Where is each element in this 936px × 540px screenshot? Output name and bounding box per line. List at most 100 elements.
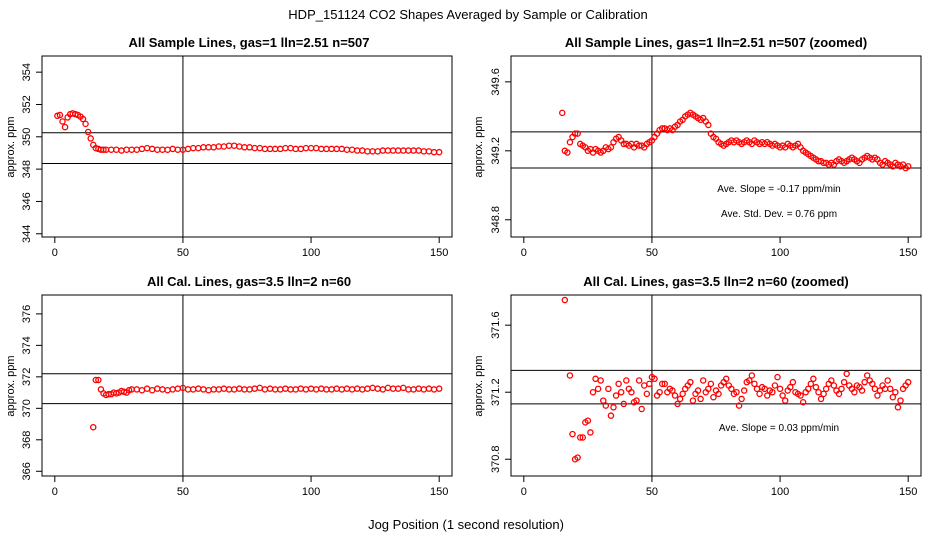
data-point bbox=[869, 380, 876, 388]
data-point bbox=[646, 380, 653, 388]
data-point bbox=[143, 385, 151, 392]
data-point bbox=[600, 397, 607, 404]
data-point bbox=[84, 128, 92, 136]
data-point bbox=[797, 392, 804, 399]
data-point bbox=[287, 144, 294, 152]
data-point bbox=[822, 385, 830, 393]
x-tick-label: 0 bbox=[52, 486, 58, 498]
data-point bbox=[694, 387, 702, 394]
data-point bbox=[863, 372, 871, 379]
data-point bbox=[302, 144, 310, 152]
std-dev-annotation: Ave. Std. Dev. = 0.76 ppm bbox=[721, 209, 837, 220]
data-point bbox=[384, 147, 392, 154]
data-point bbox=[566, 372, 574, 379]
data-point bbox=[610, 404, 617, 411]
data-point bbox=[661, 380, 669, 388]
x-tick-label: 50 bbox=[177, 486, 189, 498]
data-point bbox=[894, 404, 902, 411]
data-point bbox=[874, 392, 881, 399]
panel-title: All Cal. Lines, gas=3.5 lln=2 n=60 bbox=[147, 274, 351, 289]
data-point bbox=[369, 384, 376, 392]
data-point bbox=[574, 130, 581, 137]
data-point bbox=[740, 387, 748, 394]
x-tick-label: 50 bbox=[177, 247, 189, 259]
data-point bbox=[277, 145, 284, 153]
y-tick-label: 349.6 bbox=[490, 68, 502, 96]
data-point bbox=[154, 146, 161, 153]
data-point bbox=[374, 385, 381, 392]
data-point bbox=[374, 148, 381, 155]
x-tick-label: 150 bbox=[430, 247, 448, 259]
data-point bbox=[723, 375, 730, 383]
data-point bbox=[776, 385, 784, 393]
data-point bbox=[764, 392, 771, 399]
data-point bbox=[904, 378, 912, 386]
data-point bbox=[781, 397, 789, 404]
y-tick-label: 348 bbox=[21, 160, 33, 178]
y-tick-label: 371.6 bbox=[490, 311, 502, 339]
data-point bbox=[246, 144, 253, 151]
panel-title: All Sample Lines, gas=1 lln=2.51 n=507 (… bbox=[565, 35, 867, 50]
data-point bbox=[728, 385, 735, 393]
data-point bbox=[266, 385, 274, 392]
data-point bbox=[133, 386, 141, 393]
data-point bbox=[282, 385, 289, 392]
data-point bbox=[343, 385, 351, 392]
x-tick-label: 100 bbox=[302, 486, 320, 498]
panel-cal-lines-zoomed: All Cal. Lines, gas=3.5 lln=2 n=60 (zoom… bbox=[473, 274, 922, 498]
data-point bbox=[400, 147, 407, 154]
data-point bbox=[843, 370, 850, 378]
data-point bbox=[410, 147, 417, 154]
data-point bbox=[107, 146, 115, 153]
data-point bbox=[835, 390, 843, 398]
data-point bbox=[195, 385, 202, 392]
data-point bbox=[564, 149, 571, 156]
data-point bbox=[566, 138, 574, 146]
x-tick-label: 150 bbox=[430, 486, 448, 498]
data-point bbox=[200, 386, 207, 393]
x-tick-label: 150 bbox=[899, 247, 917, 259]
data-point bbox=[256, 144, 264, 152]
y-tick-label: 368 bbox=[21, 431, 33, 449]
data-point bbox=[751, 380, 758, 388]
data-point bbox=[602, 402, 610, 409]
data-point bbox=[405, 386, 412, 393]
data-point bbox=[195, 144, 202, 152]
y-tick-label: 348.8 bbox=[490, 206, 502, 234]
y-tick-label: 349.2 bbox=[490, 137, 502, 165]
data-point bbox=[220, 385, 228, 392]
data-point bbox=[328, 386, 335, 393]
data-point bbox=[92, 376, 100, 384]
data-point bbox=[679, 390, 686, 398]
data-point bbox=[164, 146, 171, 153]
data-point bbox=[425, 385, 433, 392]
data-point bbox=[261, 145, 269, 153]
data-point bbox=[184, 145, 192, 153]
plot-frame bbox=[510, 294, 922, 477]
data-point bbox=[282, 144, 289, 152]
slope-annotation: Ave. Slope = 0.03 ppm/min bbox=[719, 423, 839, 434]
data-point bbox=[651, 375, 658, 383]
data-point bbox=[410, 386, 417, 393]
data-point bbox=[200, 144, 207, 151]
x-tick-label: 150 bbox=[899, 486, 917, 498]
data-point bbox=[318, 145, 325, 153]
data-point bbox=[607, 412, 615, 419]
data-point bbox=[100, 146, 107, 153]
data-point bbox=[318, 385, 325, 392]
data-point bbox=[851, 388, 858, 396]
data-point bbox=[420, 386, 428, 393]
data-point bbox=[159, 146, 166, 153]
data-point bbox=[574, 454, 581, 461]
data-point bbox=[635, 377, 643, 384]
data-point bbox=[389, 147, 397, 154]
data-point bbox=[287, 386, 294, 393]
data-point bbox=[620, 400, 628, 408]
plot-frame bbox=[41, 294, 453, 477]
data-point bbox=[415, 147, 422, 154]
data-point bbox=[579, 434, 587, 441]
data-point bbox=[887, 385, 894, 393]
data-point bbox=[138, 145, 146, 153]
data-point bbox=[697, 395, 704, 403]
